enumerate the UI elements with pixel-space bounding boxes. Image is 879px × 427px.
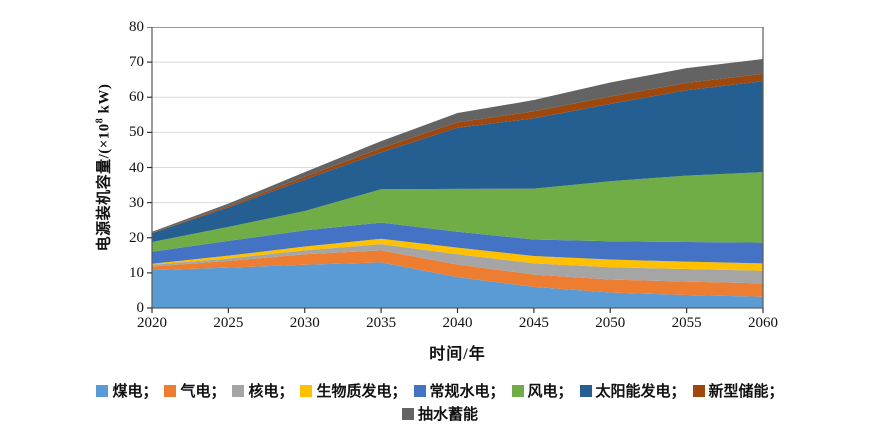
y-tick-label: 70 [129, 54, 144, 71]
y-tick-label: 0 [136, 300, 145, 316]
legend-label: 常规水电； [429, 384, 505, 400]
legend-swatch [164, 384, 177, 397]
legend-label: 新型储能； [708, 384, 784, 400]
legend-item-风电: 风电； [511, 380, 573, 401]
legend-swatch [300, 384, 313, 397]
legend-item-常规水电: 常规水电； [413, 380, 505, 401]
legend-item-抽水蓄能: 抽水蓄能 [401, 403, 478, 424]
legend-item-核电: 核电； [232, 380, 293, 401]
area-band-常规水电 [152, 222, 763, 264]
x-tick-label: 2035 [366, 315, 397, 331]
area-band-气电 [152, 250, 763, 297]
legend-swatch [96, 384, 109, 397]
y-tick-label: 60 [129, 89, 144, 106]
area-band-抽水蓄能 [152, 58, 763, 233]
legend-label: 核电； [248, 384, 294, 400]
chart-svg [147, 27, 764, 313]
legend-swatch [579, 384, 592, 397]
legend-swatch [413, 384, 426, 397]
x-tick-label: 2020 [137, 315, 167, 331]
y-tick-label: 30 [129, 194, 144, 211]
area-band-太阳能发电 [152, 81, 763, 242]
y-tick-label: 40 [129, 159, 144, 176]
legend-label: 气电； [180, 384, 226, 400]
legend: 煤电； 气电； 核电； 生物质发电； 常规水电； 风电； 太阳能发电； 新型储能； 抽水蓄能 [66, 380, 814, 424]
x-tick-label: 2050 [595, 315, 626, 331]
legend-item-太阳能发电: 太阳能发电； [579, 380, 686, 401]
area-band-风电 [152, 172, 763, 252]
area-band-生物质发电 [152, 238, 763, 271]
y-tick-label: 80 [129, 19, 144, 35]
y-tick-label: 10 [129, 264, 144, 281]
x-axis-title: 时间/年 [429, 346, 486, 363]
x-tick-label: 2055 [671, 315, 702, 331]
x-tick-label: 2025 [213, 315, 244, 331]
y-tick-label: 50 [129, 124, 144, 141]
legend-item-新型储能: 新型储能； [692, 380, 784, 401]
y-tick-label: 20 [129, 229, 144, 246]
legend-swatch [401, 407, 414, 420]
x-tick-label: 2060 [748, 315, 778, 331]
legend-label: 生物质发电； [316, 384, 407, 400]
legend-label: 太阳能发电； [595, 384, 686, 400]
legend-swatch [232, 384, 245, 397]
legend-item-煤电: 煤电； [96, 380, 157, 401]
legend-item-气电: 气电； [164, 380, 225, 401]
x-tick-label: 2040 [442, 315, 473, 331]
y-axis-title-sup: 8 [94, 117, 106, 124]
x-tick-label: 2030 [289, 315, 320, 331]
legend-label: 风电； [527, 384, 573, 400]
area-band-煤电 [152, 262, 763, 308]
area-band-核电 [152, 244, 763, 284]
legend-label: 抽水蓄能 [417, 407, 478, 423]
x-tick-label: 2045 [518, 315, 549, 331]
legend-swatch [692, 384, 705, 397]
legend-swatch [511, 384, 524, 397]
legend-label: 煤电； [112, 384, 158, 400]
legend-item-生物质发电: 生物质发电； [300, 380, 407, 401]
